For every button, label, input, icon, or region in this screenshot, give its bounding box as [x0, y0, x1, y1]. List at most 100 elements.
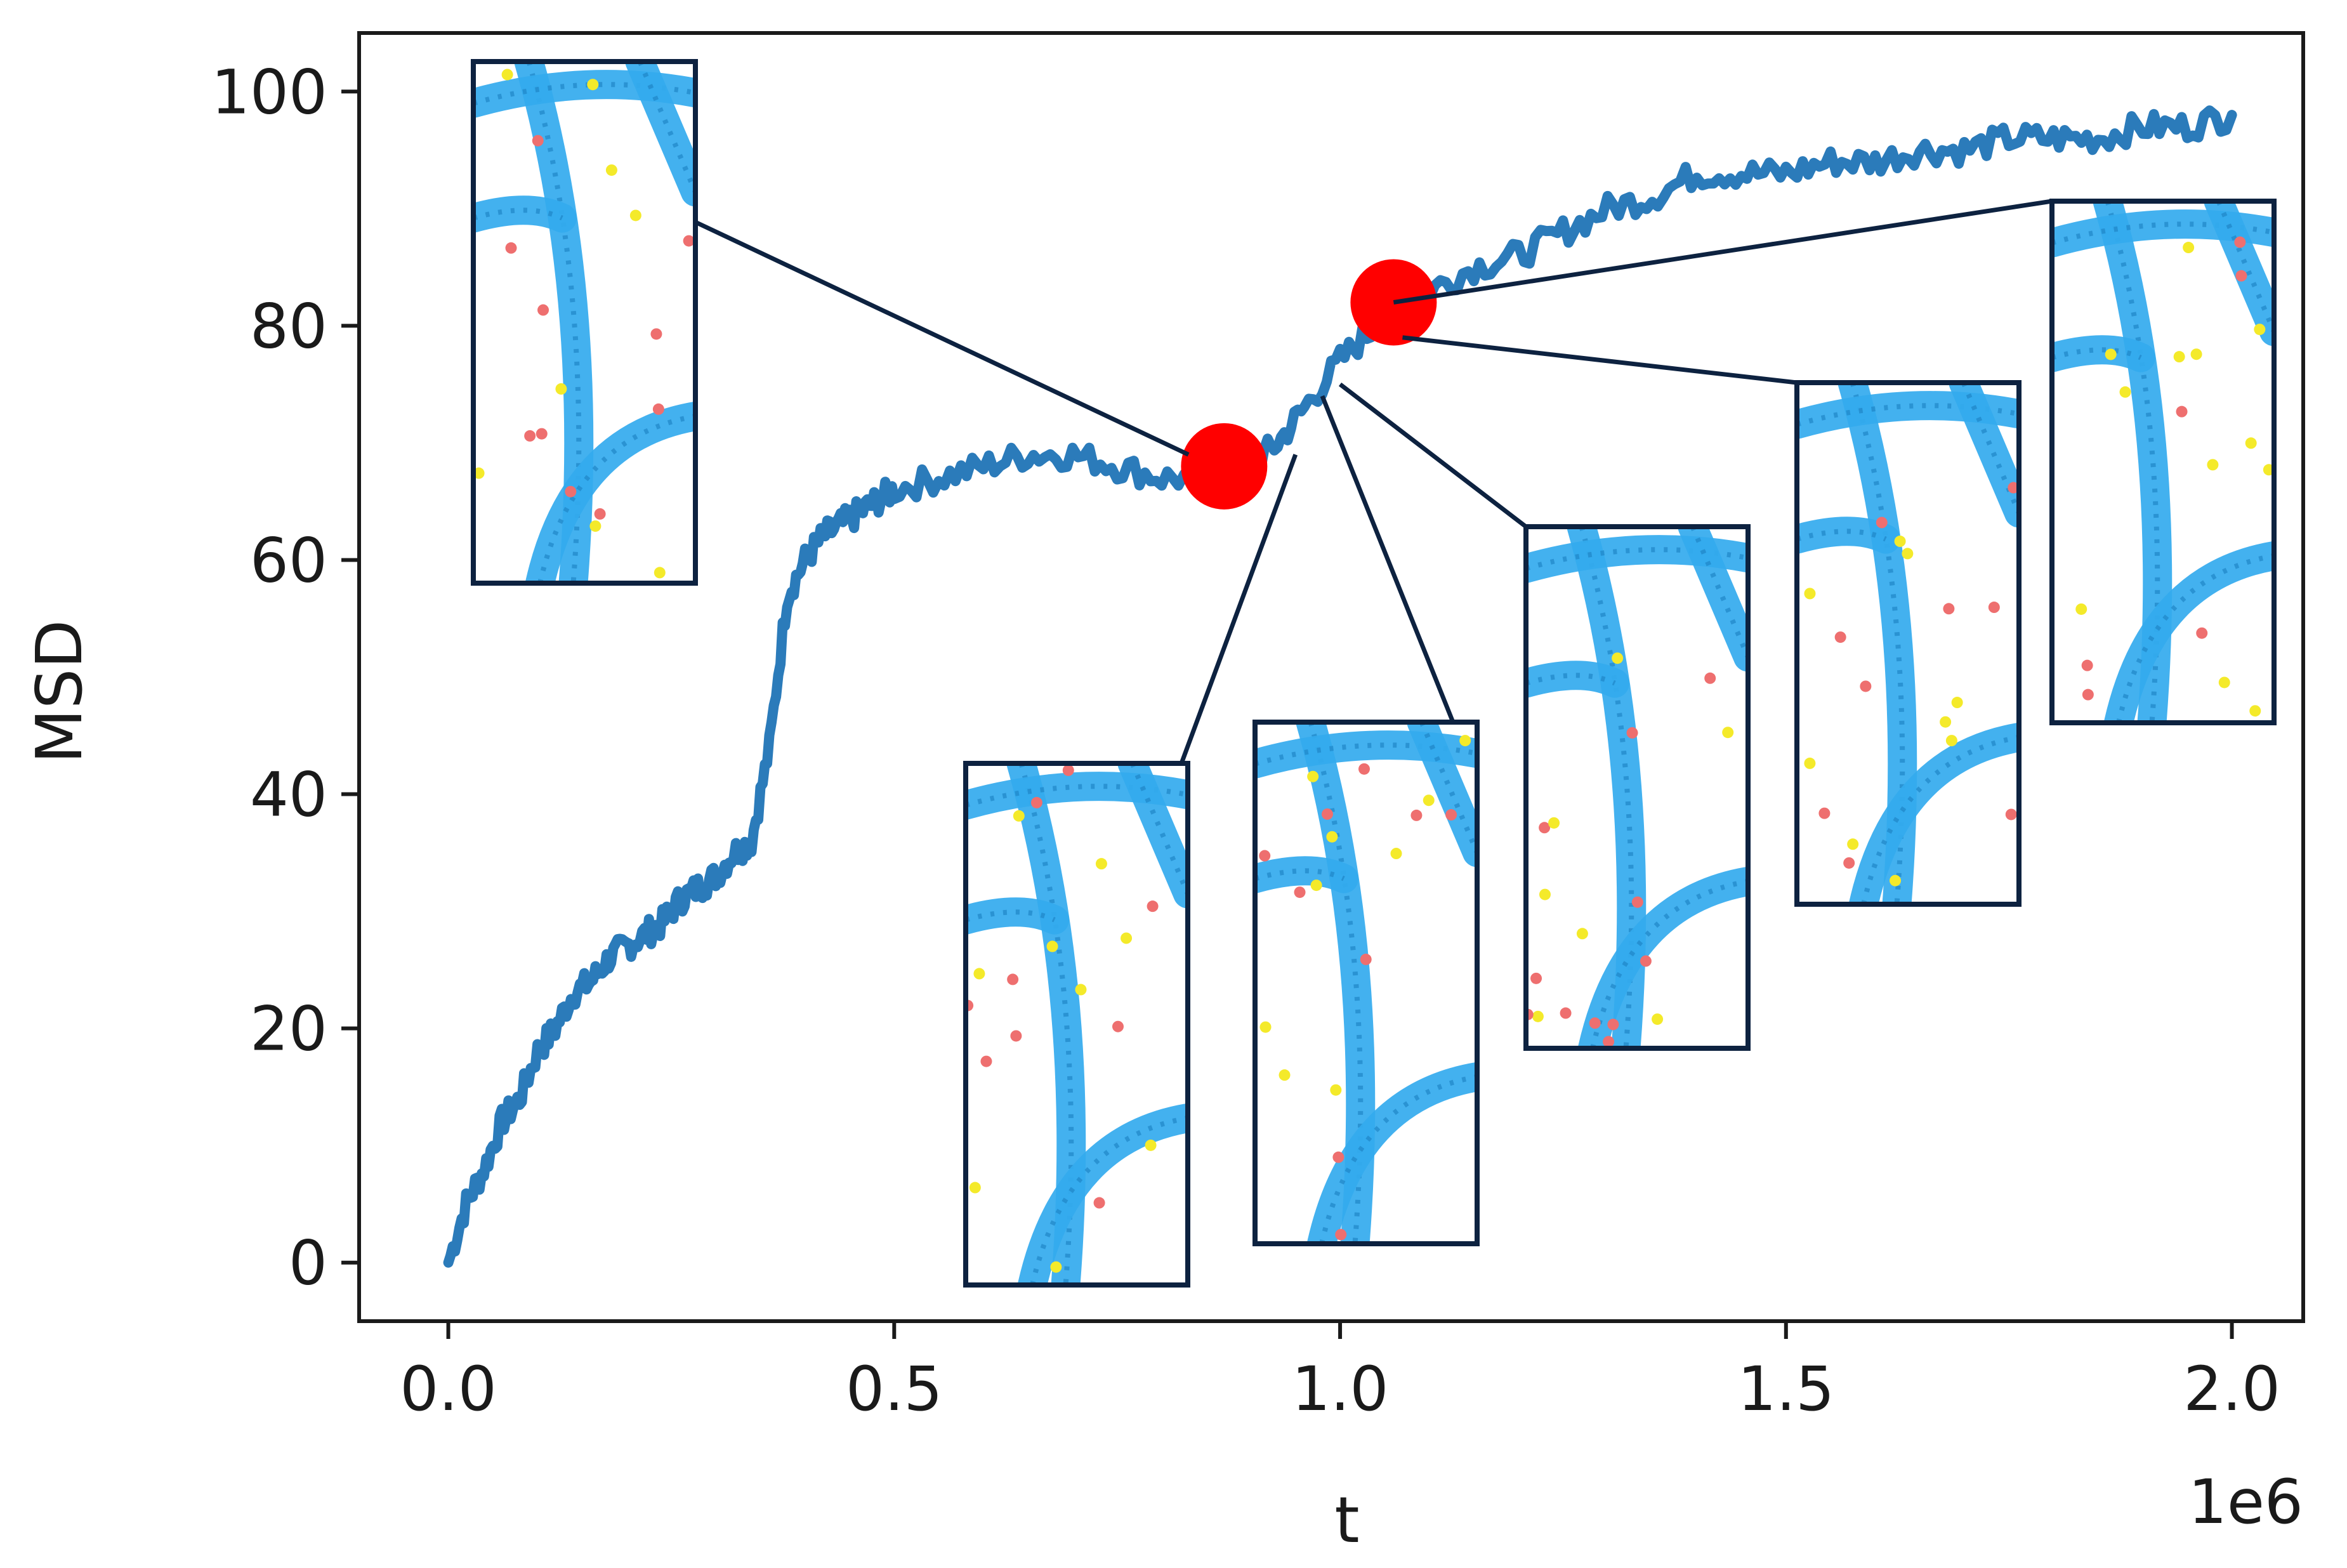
particle-dot [1410, 809, 1423, 821]
particle-dot [1876, 517, 1888, 529]
x-tick-label: 0.0 [400, 1354, 497, 1425]
particle-dot [1121, 932, 1133, 944]
particle-dot [1259, 1021, 1272, 1033]
inset-2 [963, 761, 1190, 1288]
particle-dot [1310, 880, 1322, 892]
particle-dot [1943, 603, 1955, 615]
filament-beads [473, 208, 563, 221]
x-tick-label: 1.5 [1737, 1354, 1834, 1425]
highlight-marker [1181, 423, 1268, 510]
particle-dot [1050, 1261, 1062, 1273]
particle-dot [501, 69, 513, 81]
particle-dot [1294, 886, 1306, 899]
y-tick-label: 20 [250, 994, 327, 1065]
particle-dot [2075, 603, 2087, 615]
particle-dot [1360, 953, 1372, 965]
particle-dot [2234, 236, 2246, 248]
inset-connector [1402, 335, 1798, 385]
inset-border [471, 59, 698, 586]
particle-dot [1307, 770, 1319, 782]
particle-dot [1423, 794, 1435, 807]
particle-dot [605, 164, 617, 176]
particle-dot [1095, 858, 1107, 870]
inset-3 [1252, 720, 1480, 1246]
filament-beads [1319, 1074, 1477, 1244]
particle-dot [2176, 405, 2188, 418]
particle-dot [1075, 984, 1087, 996]
filament-bundle [1407, 722, 1477, 867]
filament-beads [1861, 735, 2019, 904]
particle-dot [1722, 727, 1734, 739]
y-tick-label: 40 [250, 760, 327, 831]
series-layer [443, 105, 2237, 1268]
particle-dot [1548, 817, 1560, 829]
particle-dot [532, 135, 544, 147]
particle-dot [1804, 588, 1816, 600]
inset-1 [471, 59, 698, 586]
particle-dot [1147, 900, 1159, 912]
particle-dot [524, 430, 536, 442]
particle-dot [1326, 831, 1338, 843]
inset-5 [1794, 380, 2022, 907]
particle-dot [1330, 1084, 1342, 1096]
particle-dot [1279, 1069, 1291, 1081]
particle-dot [536, 428, 548, 440]
particle-dot [594, 508, 606, 520]
particle-dot [537, 304, 549, 316]
particle-dot [1145, 1139, 1157, 1151]
particle-dot [1013, 810, 1025, 822]
particle-dot [1010, 1030, 1022, 1042]
inset-connector [1320, 395, 1456, 723]
particle-dot [2008, 482, 2019, 494]
connector-layer [694, 199, 2053, 765]
particle-dot [973, 968, 985, 980]
inset-connector [1338, 382, 1528, 529]
inset-filaments [1526, 527, 1748, 1048]
y-tick-label: 80 [250, 291, 327, 362]
particle-dot [2119, 386, 2131, 398]
inset-layer [471, 59, 2277, 1288]
inset-border [963, 761, 1190, 1288]
particle-dot [650, 328, 662, 340]
particle-dot [1860, 680, 1872, 692]
filament-bundle [1117, 763, 1188, 909]
particle-dot [1847, 838, 1859, 850]
particle-dot [2173, 351, 2185, 363]
particle-dot [652, 403, 664, 415]
marker-layer [1181, 259, 1437, 510]
particle-dot [1093, 1197, 1105, 1209]
particle-dot [1459, 735, 1471, 747]
filament-beads [966, 909, 1056, 923]
particle-dot [2005, 808, 2017, 820]
plot-frame [357, 31, 2305, 1323]
particle-dot [1576, 928, 1588, 940]
particle-dot [1818, 807, 1831, 819]
particle-dot [587, 79, 599, 91]
particle-dot [2183, 242, 2195, 254]
particle-dot [1843, 857, 1855, 869]
y-tick-label: 100 [211, 56, 327, 128]
particle-dot [1940, 716, 1952, 728]
particle-dot [980, 1055, 992, 1067]
particle-dot [1704, 672, 1716, 684]
particle-dot [2190, 348, 2202, 360]
filament-beads [2052, 347, 2142, 360]
x-tick-label: 0.5 [846, 1354, 943, 1425]
particle-dot [1894, 536, 1906, 548]
particle-dot [1530, 972, 1542, 984]
particle-dot [2249, 705, 2261, 717]
y-tick-label: 60 [250, 525, 327, 596]
particle-dot [1612, 652, 1624, 664]
msd-series-line [443, 105, 2237, 1268]
particle-dot [1652, 1013, 1664, 1025]
particle-dot [2235, 270, 2247, 282]
particle-dot [1532, 1010, 1544, 1022]
particle-dot [1062, 764, 1074, 776]
particle-dot [1046, 940, 1058, 952]
particle-dot [2263, 464, 2274, 476]
particle-dot [1539, 822, 1551, 834]
particle-dot [1951, 697, 1963, 709]
y-axis: 0 20 40 60 80 100 [211, 56, 359, 1299]
particle-dot [1945, 735, 1957, 747]
